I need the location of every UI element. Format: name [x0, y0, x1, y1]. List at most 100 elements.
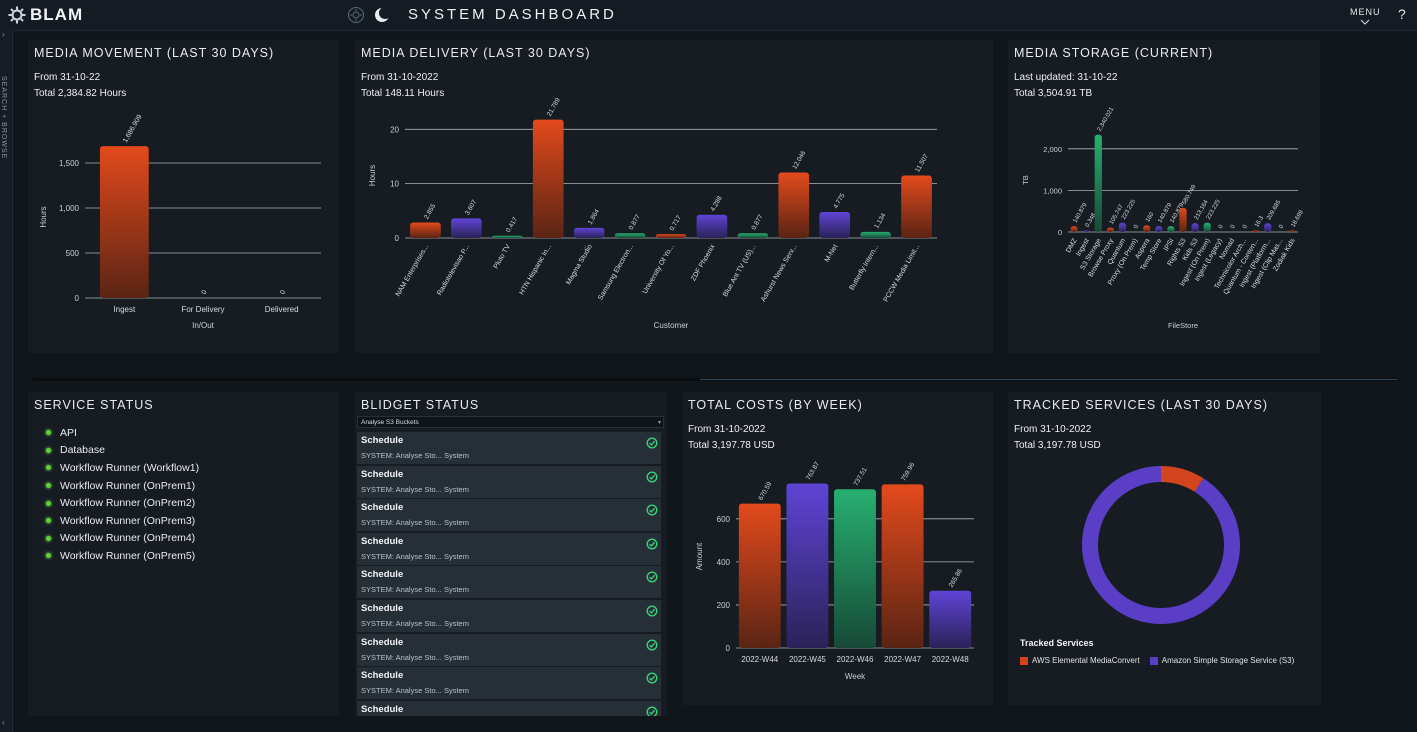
- moon-icon[interactable]: [373, 6, 391, 24]
- date-range: From 31-10-2022: [361, 72, 439, 83]
- chevron-left-icon[interactable]: ‹: [2, 718, 5, 727]
- bar: [1094, 134, 1102, 232]
- theme-toggle: [347, 6, 391, 24]
- y-tick-label: 0: [75, 294, 80, 303]
- data-label: 0: [201, 289, 209, 296]
- bar: [1106, 227, 1114, 232]
- check-circle-icon: [646, 671, 658, 689]
- x-tick-label: 2022-W47: [884, 655, 921, 664]
- service-status-panel: SERVICE STATUS API Database Workflow Runne…: [28, 392, 339, 716]
- data-label: 0: [1230, 224, 1237, 230]
- x-tick-label: Blue Ant TV (US)...: [722, 243, 758, 298]
- blidget-item-subtitle: SYSTEM: Analyse Sto... System: [361, 686, 469, 696]
- total-value: Total 3,197.78 USD: [688, 440, 775, 451]
- chevron-right-icon[interactable]: ›: [2, 30, 5, 39]
- service-item: Workflow Runner (OnPrem5): [46, 547, 199, 565]
- data-label: 0: [1242, 224, 1249, 230]
- bar: [881, 484, 924, 648]
- blidget-item-subtitle: SYSTEM: Analyse Sto... System: [361, 652, 469, 662]
- bar: [1167, 226, 1175, 232]
- legend-label: AWS Elemental MediaConvert: [1032, 656, 1140, 665]
- blidget-item[interactable]: Schedule SYSTEM: Analyse Sto... System: [357, 432, 661, 464]
- data-label: 670.59: [757, 481, 773, 502]
- panel-title: MEDIA MOVEMENT (LAST 30 DAYS): [34, 46, 275, 60]
- status-ok-icon: [46, 518, 51, 524]
- y-tick-label: 0: [726, 644, 731, 653]
- x-tick-label: Butterfly Intern...: [849, 243, 881, 291]
- legend-title: Tracked Services: [1020, 638, 1094, 648]
- data-label: 21.789: [546, 97, 562, 118]
- bar: [1252, 230, 1260, 232]
- y-tick-label: 20: [390, 125, 399, 134]
- legend-swatch: [1149, 656, 1158, 665]
- y-tick-label: 200: [717, 601, 731, 610]
- data-label: 18.699: [1290, 209, 1305, 228]
- help-icon[interactable]: ?: [1398, 6, 1406, 22]
- x-tick-label: For Delivery: [181, 305, 224, 314]
- service-item: Workflow Runner (OnPrem1): [46, 477, 199, 495]
- app-logo[interactable]: BLAM: [8, 5, 83, 25]
- donut-slice: [1160, 466, 1204, 492]
- x-tick-label: Samsung Electron...: [597, 243, 635, 301]
- bar: [491, 235, 523, 238]
- chevron-down-icon: [1360, 19, 1370, 25]
- y-axis-label: TB: [1021, 175, 1030, 185]
- legend-item-s3[interactable]: Amazon Simple Storage Service (S3): [1149, 656, 1294, 665]
- y-tick-label: 2,000: [1043, 145, 1062, 154]
- bar: [614, 233, 646, 238]
- service-item: API: [46, 424, 199, 442]
- menu-button[interactable]: MENU: [1350, 7, 1381, 27]
- data-label: 0.877: [628, 213, 642, 231]
- data-label: 223.225: [1121, 198, 1137, 220]
- blidget-item-title: Schedule: [361, 435, 404, 446]
- bar: [737, 233, 769, 238]
- data-label: 1,686.909: [122, 114, 144, 145]
- page-title: SYSTEM DASHBOARD: [408, 6, 617, 23]
- data-label: 0.417: [505, 216, 519, 234]
- bar: [1288, 230, 1296, 232]
- data-label: 16.3: [1254, 215, 1265, 229]
- search-browse-sidebar[interactable]: › SEARCH + BROWSE ‹: [0, 30, 13, 732]
- tracked-services-donut: [1082, 466, 1240, 624]
- y-axis-label: Amount: [695, 542, 704, 570]
- date-range: Last updated: 31-10-22: [1014, 72, 1118, 83]
- panel-title: TOTAL COSTS (BY WEEK): [688, 398, 863, 412]
- blidget-list[interactable]: Schedule SYSTEM: Analyse Sto... System Sch…: [357, 432, 661, 716]
- media-delivery-chart: 0 10 20 Hours Customer 2.855 NAM Enterprises..…: [368, 97, 937, 330]
- data-label: 759.96: [900, 461, 916, 482]
- bar: [1143, 225, 1151, 232]
- bar: [1070, 226, 1078, 232]
- logo-text: BLAM: [30, 5, 84, 24]
- data-label: 160: [1145, 211, 1156, 223]
- check-circle-icon: [646, 470, 658, 488]
- menu-label: MENU: [1350, 7, 1381, 17]
- bar: [532, 119, 564, 238]
- blidget-item-subtitle: SYSTEM: Analyse Sto... System: [361, 451, 469, 460]
- data-label: 11.507: [914, 153, 930, 174]
- bar: [819, 212, 851, 238]
- status-ok-icon: [46, 447, 51, 453]
- bar: [1082, 230, 1090, 232]
- x-tick-label: HTN Hispanic In...: [519, 243, 553, 296]
- bar: [738, 503, 781, 648]
- data-label: 2.855: [423, 203, 437, 221]
- legend-item-mediaconvert[interactable]: AWS Elemental MediaConvert: [1020, 656, 1140, 665]
- sun-icon[interactable]: [347, 6, 365, 24]
- x-tick-label: 2022-W45: [789, 655, 826, 664]
- top-bar: BLAM SYSTEM DASHBOARD MENU ?: [0, 0, 1417, 31]
- bar: [1264, 223, 1272, 232]
- blidget-select[interactable]: Analyse S3 Buckets ▾: [357, 416, 664, 428]
- service-label: Workflow Runner (OnPrem1): [60, 479, 196, 492]
- service-label: Workflow Runner (OnPrem3): [60, 514, 196, 527]
- bar: [1191, 223, 1199, 232]
- panel-title: TRACKED SERVICES (LAST 30 DAYS): [1014, 398, 1268, 412]
- blidget-item-subtitle: SYSTEM: Analyse Sto... System: [361, 585, 469, 595]
